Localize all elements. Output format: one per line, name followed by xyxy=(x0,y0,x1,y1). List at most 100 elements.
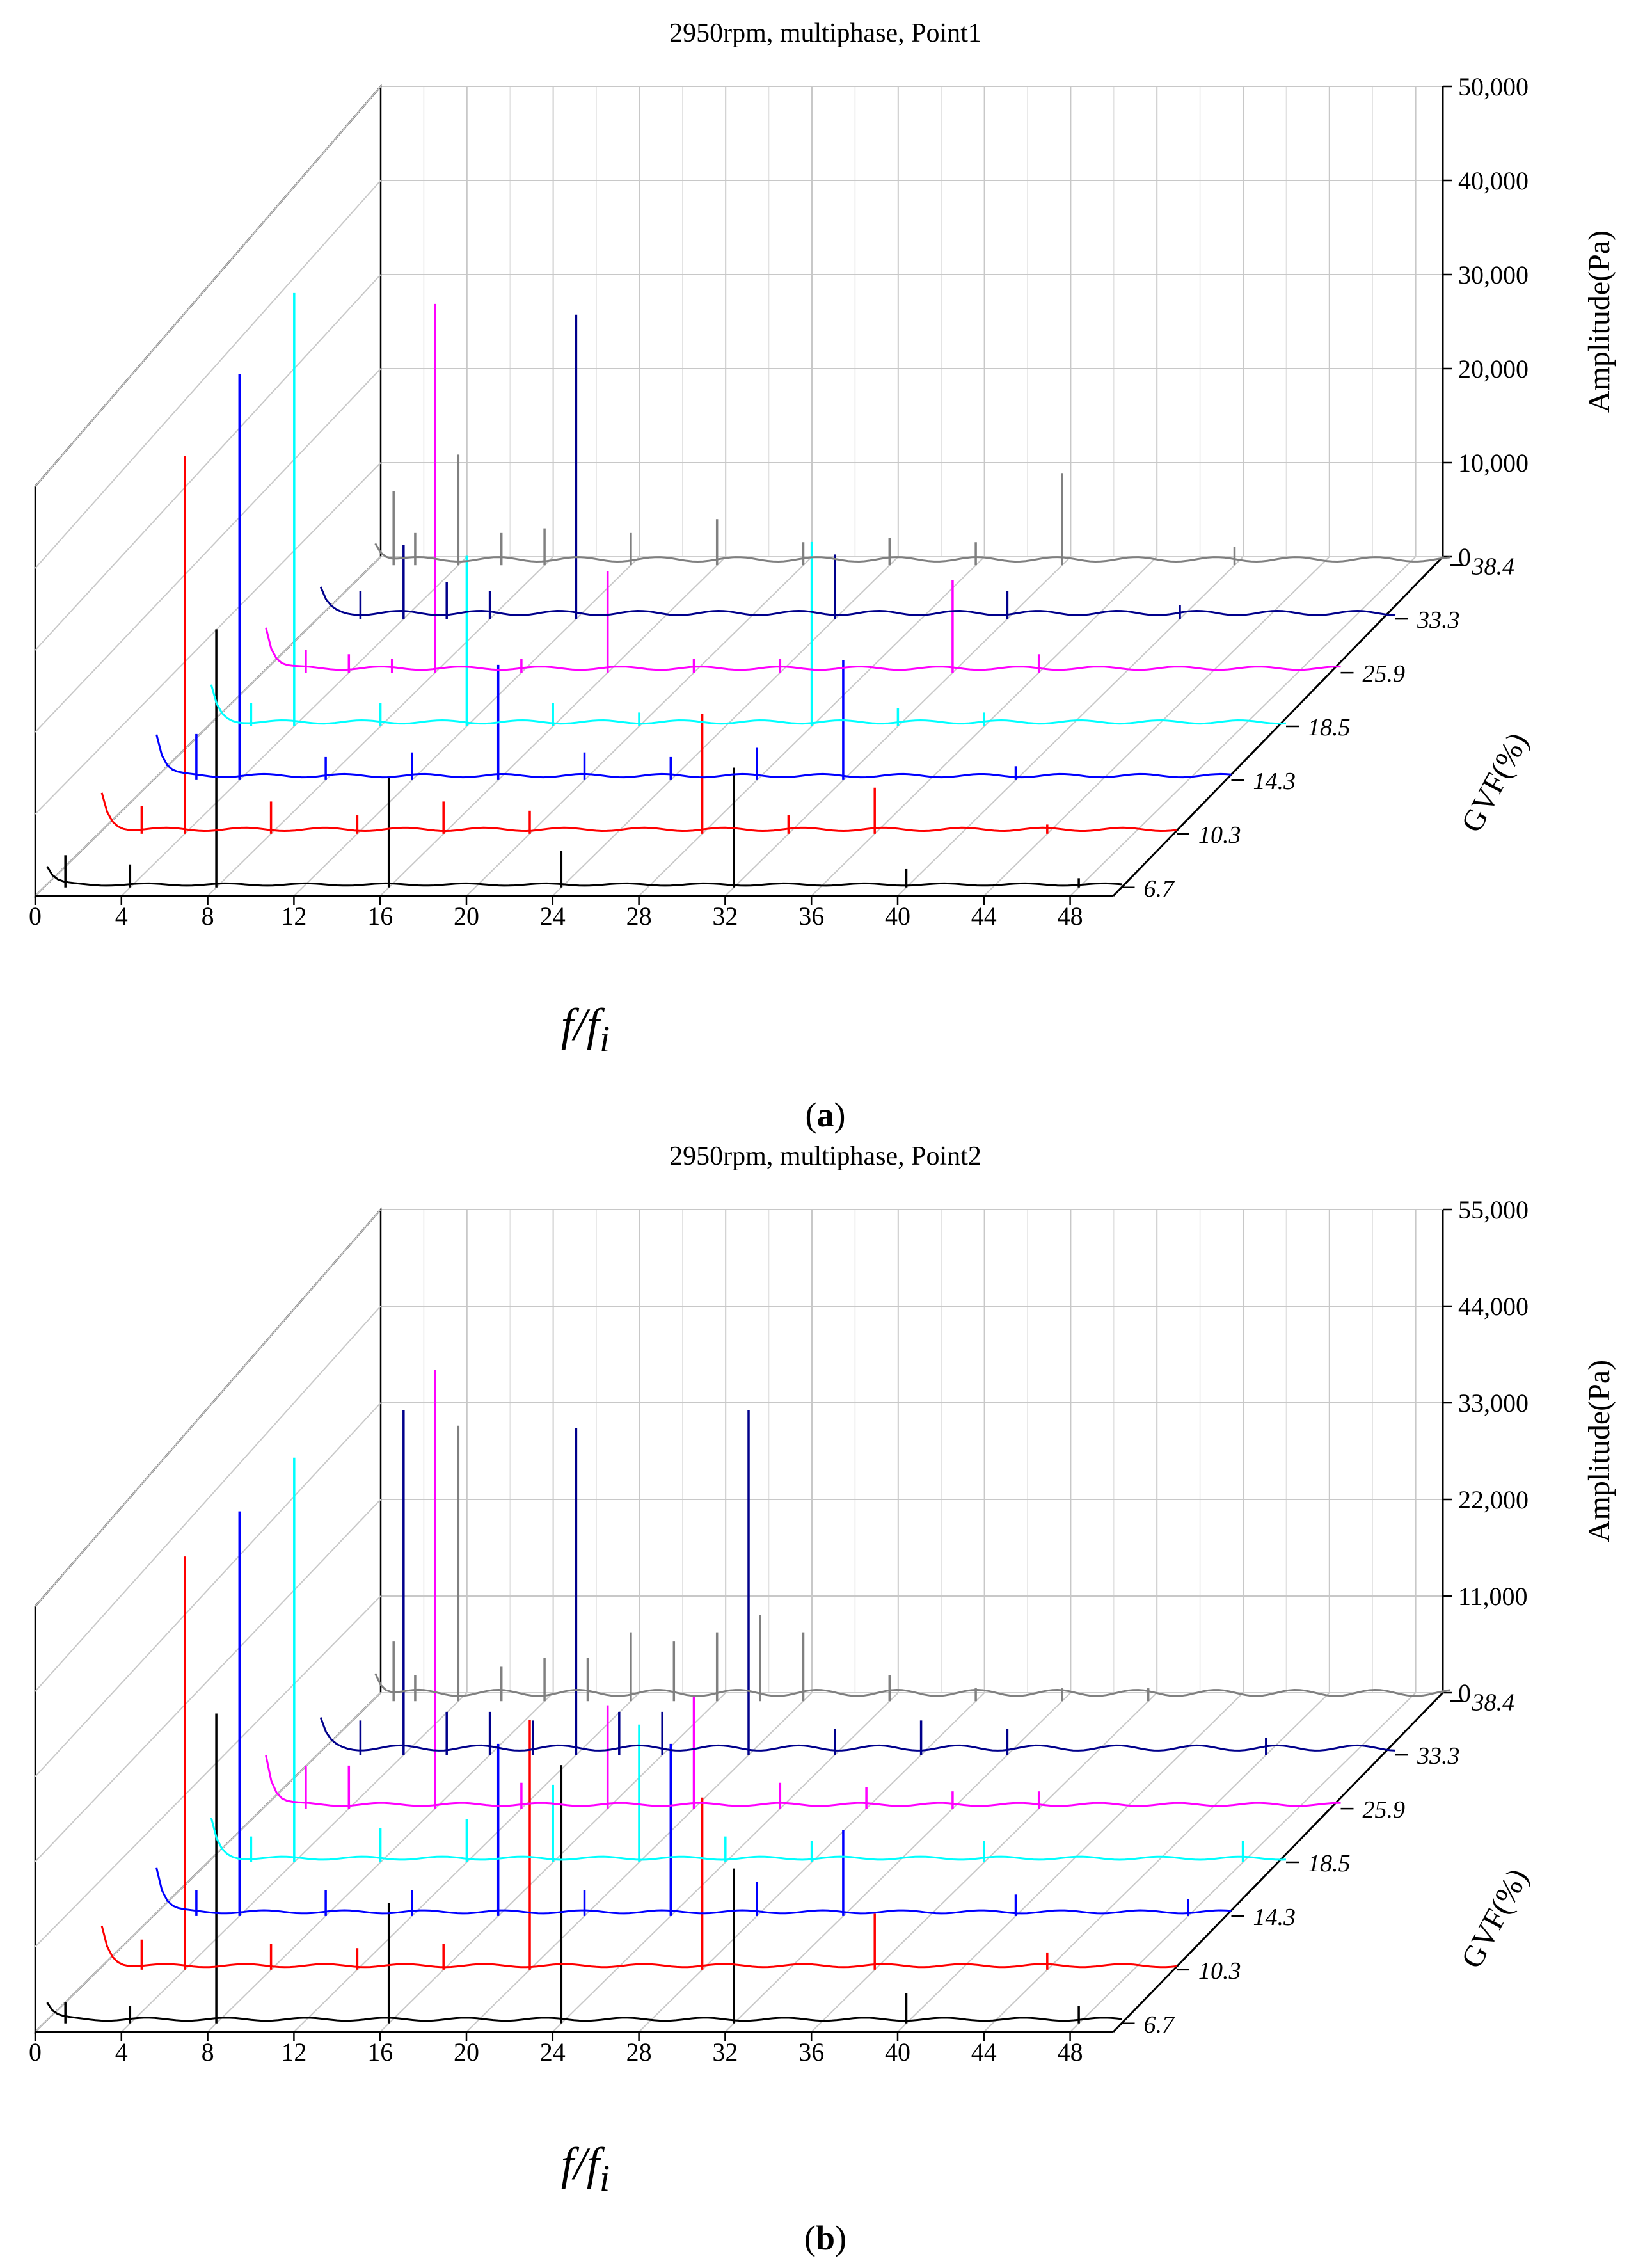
x-tick-label: 0 xyxy=(29,902,42,931)
series-10-3: 10.3 xyxy=(100,456,1241,849)
left-wall-gridline xyxy=(35,1306,381,1692)
series-33-3: 33.3 xyxy=(319,1410,1460,1770)
x-tick-label: 28 xyxy=(626,902,652,931)
x-tick-label: 40 xyxy=(885,902,910,931)
gvf-tick-label: 38.4 xyxy=(1472,553,1515,580)
series-line xyxy=(374,543,1450,563)
z-tick-label: 33,000 xyxy=(1458,1389,1529,1418)
gvf-tick-label: 25.9 xyxy=(1363,660,1406,687)
z-tick-label: 50,000 xyxy=(1458,72,1529,101)
x-tick-label: 40 xyxy=(885,2038,910,2066)
series-line xyxy=(100,1925,1177,1969)
floor-gridline xyxy=(897,1692,1244,2033)
x-axis-label-main: f/f xyxy=(561,2138,605,2189)
left-wall-gridline xyxy=(35,180,381,569)
caption-letter: b xyxy=(816,2219,835,2257)
z-tick-label: 44,000 xyxy=(1458,1292,1529,1321)
gvf-tick-label: 25.9 xyxy=(1363,1796,1406,1823)
floor-gridline xyxy=(1069,556,1417,897)
z-tick-label: 0 xyxy=(1458,543,1471,571)
x-tick-label: 48 xyxy=(1058,2038,1083,2066)
gvf-tick-label: 18.5 xyxy=(1308,714,1351,741)
caption-close-paren: ) xyxy=(835,2219,846,2257)
x-tick-label: 32 xyxy=(712,902,738,931)
x-axis-label-sub: i xyxy=(600,2157,610,2199)
gvf-axis-line xyxy=(1112,555,1444,897)
x-tick-label: 16 xyxy=(367,2038,393,2066)
x-tick-label: 12 xyxy=(281,2038,306,2066)
gvf-tick-label: 6.7 xyxy=(1144,2011,1176,2038)
left-wall-gridline xyxy=(35,368,381,733)
x-tick-label: 44 xyxy=(971,902,997,931)
gvf-tick-label: 6.7 xyxy=(1144,875,1176,902)
z-tick-label: 0 xyxy=(1458,1679,1471,1707)
z-tick-label: 10,000 xyxy=(1458,449,1529,477)
gvf-tick-label: 10.3 xyxy=(1198,822,1241,849)
series-line xyxy=(265,1755,1341,1807)
x-tick-label: 20 xyxy=(454,902,479,931)
x-tick-label: 16 xyxy=(367,902,393,931)
series-6-7: 6.7 xyxy=(46,1713,1176,2038)
x-axis-label-sub: i xyxy=(600,1018,610,1060)
x-tick-label: 28 xyxy=(626,2038,652,2066)
floor-gridline xyxy=(983,556,1330,897)
x-tick-label: 48 xyxy=(1058,902,1083,931)
series-line xyxy=(265,627,1341,671)
series-group: 6.7 10.3 14.3 18.5 25.9 33.3 38.4 xyxy=(46,292,1515,902)
x-tick-label: 4 xyxy=(115,902,128,931)
z-tick-label: 20,000 xyxy=(1458,355,1529,383)
left-wall-gridline xyxy=(35,86,381,487)
series-6-7: 6.7 xyxy=(46,629,1176,902)
left-wall-gridline xyxy=(35,274,381,651)
z-axis-label: Amplitude(Pa) xyxy=(1582,1360,1616,1542)
left-wall-gridline xyxy=(35,1209,381,1607)
z-tick-label: 22,000 xyxy=(1458,1485,1529,1514)
caption-open-paren: ( xyxy=(806,1096,817,1134)
x-tick-label: 8 xyxy=(202,2038,214,2066)
series-10-3: 10.3 xyxy=(100,1556,1241,1985)
floor-gridline xyxy=(35,556,381,897)
left-wall-gridline xyxy=(35,1402,381,1777)
x-tick-label: 20 xyxy=(454,2038,479,2066)
z-tick-label: 11,000 xyxy=(1458,1582,1528,1611)
z-tick-label: 40,000 xyxy=(1458,166,1529,195)
x-tick-label: 32 xyxy=(712,2038,738,2066)
x-axis-label: f/fi xyxy=(561,2138,610,2199)
series-line xyxy=(46,2002,1122,2022)
series-line xyxy=(319,586,1396,616)
series-line xyxy=(210,1817,1287,1861)
series-25-9: 25.9 xyxy=(265,303,1406,687)
z-tick-label: 55,000 xyxy=(1458,1195,1529,1224)
gvf-tick-label: 18.5 xyxy=(1308,1850,1351,1877)
series-25-9: 25.9 xyxy=(265,1369,1406,1823)
gvf-tick-label: 33.3 xyxy=(1417,607,1460,634)
floor-gridline xyxy=(552,556,899,897)
x-tick-label: 24 xyxy=(540,902,566,931)
x-tick-label: 0 xyxy=(29,2038,42,2066)
caption-close-paren: ) xyxy=(834,1096,846,1134)
series-line xyxy=(374,1673,1450,1697)
series-38-4: 38.4 xyxy=(374,1425,1515,1716)
gvf-tick-label: 14.3 xyxy=(1253,768,1296,795)
series-line xyxy=(155,734,1232,779)
caption-letter: a xyxy=(817,1096,834,1134)
series-group: 6.7 10.3 14.3 18.5 25.9 33.3 38.4 xyxy=(46,1369,1515,2038)
series-line xyxy=(46,866,1122,887)
series-line xyxy=(100,792,1177,833)
chart-title: 2950rpm, multiphase, Point2 xyxy=(669,1142,981,1171)
x-axis-label: f/fi xyxy=(561,999,610,1060)
series-18-5: 18.5 xyxy=(210,292,1351,741)
x-tick-label: 8 xyxy=(202,902,214,931)
floor-gridline xyxy=(35,1692,381,2033)
gvf-tick-label: 33.3 xyxy=(1417,1743,1460,1770)
z-axis-label: Amplitude(Pa) xyxy=(1582,230,1616,413)
x-tick-label: 4 xyxy=(115,2038,128,2066)
floor-gridline xyxy=(897,556,1244,897)
gvf-tick-label: 38.4 xyxy=(1472,1689,1515,1716)
x-tick-label: 36 xyxy=(798,2038,824,2066)
gvf-tick-label: 10.3 xyxy=(1198,1958,1241,1985)
x-axis-label-main: f/f xyxy=(561,999,605,1050)
